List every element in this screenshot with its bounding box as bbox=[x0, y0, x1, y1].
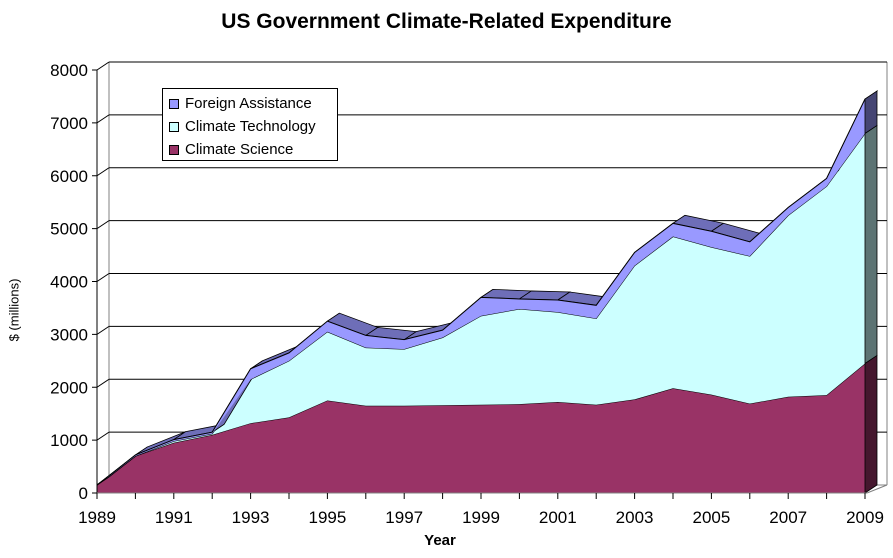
gridline-depth bbox=[96, 167, 110, 177]
area-side-climate-science bbox=[864, 354, 878, 494]
x-tick-label: 1989 bbox=[78, 508, 116, 527]
area-edge-foreign-assistance bbox=[96, 98, 866, 486]
series-areas bbox=[96, 89, 878, 494]
chart-title: US Government Climate-Related Expenditur… bbox=[221, 10, 672, 33]
area-climate-technology bbox=[97, 133, 865, 486]
legend-swatch bbox=[169, 121, 179, 132]
legend-label: Foreign Assistance bbox=[185, 95, 312, 112]
legend-label: Climate Science bbox=[185, 141, 294, 158]
axes: 0 1000 2000 3000 4000 5000 6000 7000 8000 1989 199… bbox=[50, 61, 884, 527]
gridline-depth bbox=[96, 273, 110, 282]
x-tick-label: 2001 bbox=[539, 508, 577, 527]
x-tick-label: 1999 bbox=[462, 508, 500, 527]
x-tick-label: 2009 bbox=[846, 508, 884, 527]
gridline-depth bbox=[96, 325, 110, 335]
gridline-depth bbox=[96, 61, 110, 71]
x-tick-label: 1997 bbox=[385, 508, 423, 527]
legend-swatch bbox=[169, 98, 179, 109]
gridline-depth bbox=[96, 378, 110, 388]
gridline-depth bbox=[96, 114, 110, 124]
area-side-climate-technology bbox=[864, 124, 878, 365]
gridline-depth bbox=[96, 220, 110, 230]
legend-item-climate-science: Climate Science bbox=[169, 138, 337, 161]
y-tick-label: 8000 bbox=[50, 61, 88, 80]
area-climate-science bbox=[97, 363, 865, 493]
y-tick-label: 6000 bbox=[50, 167, 88, 186]
x-tick-label: 1995 bbox=[308, 508, 346, 527]
legend-label: Climate Technology bbox=[185, 118, 316, 135]
y-tick-label: 1000 bbox=[50, 431, 88, 450]
legend: Foreign Assistance Climate Technology Cl… bbox=[162, 88, 338, 161]
legend-item-foreign-assistance: Foreign Assistance bbox=[169, 92, 337, 115]
y-tick-label: 5000 bbox=[50, 220, 88, 239]
x-tick-label: 2003 bbox=[616, 508, 654, 527]
gridline-depth bbox=[96, 431, 110, 441]
x-tick-label: 1991 bbox=[155, 508, 193, 527]
x-tick-label: 2007 bbox=[769, 508, 807, 527]
y-tick-label: 2000 bbox=[50, 378, 88, 397]
legend-swatch bbox=[169, 144, 179, 155]
floor-right-edge bbox=[866, 484, 888, 494]
x-tick-label: 1993 bbox=[232, 508, 270, 527]
area-side-foreign-assistance bbox=[864, 90, 878, 135]
y-tick-label: 4000 bbox=[50, 273, 88, 292]
y-tick-label: 7000 bbox=[50, 114, 88, 133]
x-axis-label: Year bbox=[424, 532, 456, 549]
legend-item-climate-technology: Climate Technology bbox=[169, 115, 337, 138]
y-tick-label: 3000 bbox=[50, 325, 88, 344]
x-tick-label: 2005 bbox=[692, 508, 730, 527]
y-tick-label: 0 bbox=[79, 484, 88, 503]
